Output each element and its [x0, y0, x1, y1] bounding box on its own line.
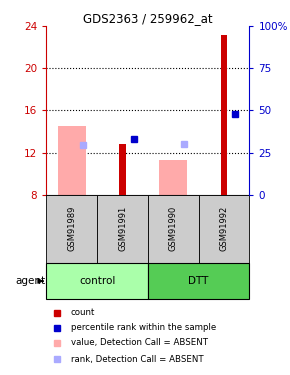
Text: GSM91990: GSM91990 [169, 206, 178, 251]
Bar [199, 195, 249, 263]
Bar [58, 126, 86, 195]
Bar [46, 263, 148, 299]
Text: count: count [71, 308, 95, 317]
Text: DTT: DTT [188, 276, 209, 286]
Title: GDS2363 / 259962_at: GDS2363 / 259962_at [83, 12, 213, 25]
Bar [159, 160, 187, 195]
Text: GSM91992: GSM91992 [220, 206, 229, 251]
Bar [148, 195, 199, 263]
Text: percentile rank within the sample: percentile rank within the sample [71, 323, 216, 332]
Bar [221, 34, 227, 195]
Text: GSM91991: GSM91991 [118, 206, 127, 251]
Text: rank, Detection Call = ABSENT: rank, Detection Call = ABSENT [71, 355, 203, 364]
Bar [148, 263, 249, 299]
Bar [97, 195, 148, 263]
Text: value, Detection Call = ABSENT: value, Detection Call = ABSENT [71, 338, 208, 347]
Text: control: control [79, 276, 115, 286]
Text: GSM91989: GSM91989 [67, 206, 76, 251]
Bar [119, 144, 126, 195]
Bar [46, 195, 97, 263]
Text: agent: agent [15, 276, 46, 286]
